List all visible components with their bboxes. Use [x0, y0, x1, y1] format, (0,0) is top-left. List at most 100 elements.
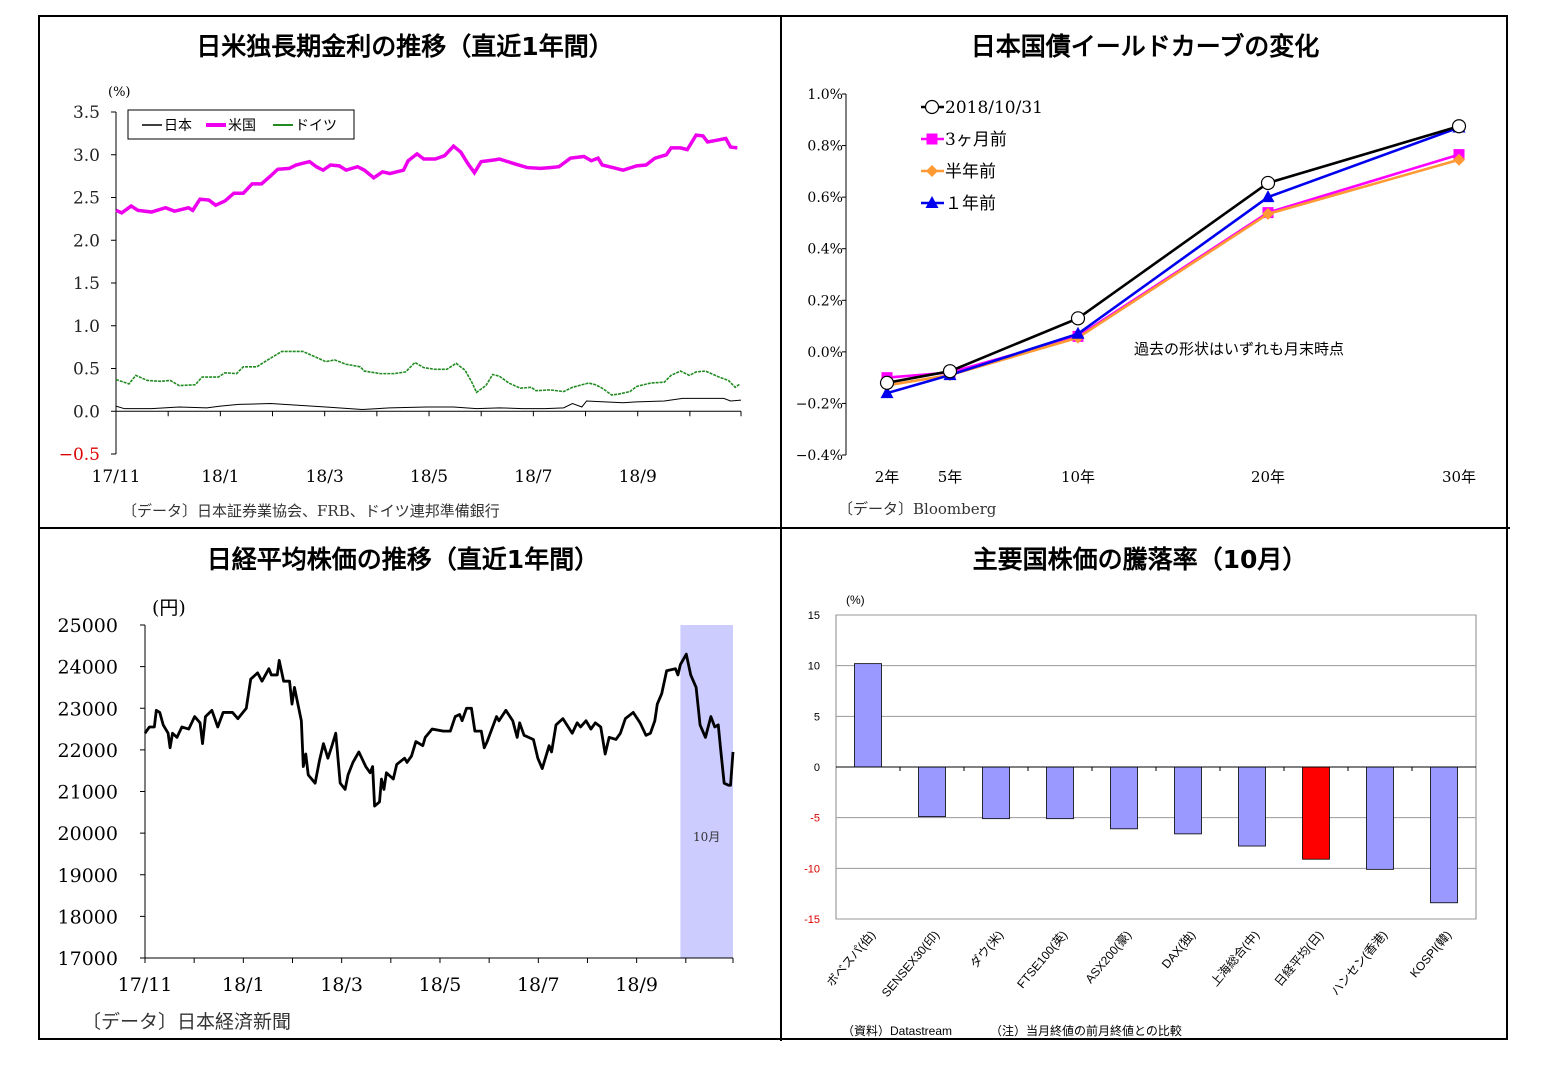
october-label: 10月: [693, 830, 720, 844]
legend-label: 日本: [164, 118, 192, 134]
bar-category-label: KOSPI(韓): [1407, 928, 1454, 980]
yield-point: [879, 375, 895, 390]
legend-label: ドイツ: [295, 118, 337, 134]
rates-chart-title: 日米独長期金利の推移（直近1年間）: [196, 32, 613, 61]
bar-category-label: 日経平均(日): [1272, 928, 1326, 989]
nikkei-x-tick-label: 18/3: [320, 974, 363, 996]
rates-x-tick-label: 18/1: [201, 467, 239, 487]
yield-x-tick-label: 20年: [1251, 468, 1285, 486]
bar-category-label: SENSEX30(印): [879, 928, 942, 1000]
yield-legend-label: １年前: [945, 194, 996, 214]
nikkei-x-tick-label: 17/11: [118, 974, 173, 996]
bar-note: （注）当月終値の前月終値との比較: [990, 1023, 1182, 1038]
yield-point: [1451, 119, 1467, 134]
nikkei-x-tick-label: 18/7: [517, 974, 560, 996]
bar-8: [1366, 766, 1394, 870]
nikkei-y-tick-label: 18000: [58, 906, 118, 928]
yield-point: [1260, 175, 1276, 191]
yield-x-tick-label: 2年: [875, 468, 900, 486]
yield-legend-marker: [925, 196, 939, 208]
divider-horizontal: [38, 527, 1510, 529]
bar-category-label: FTSE100(英): [1014, 928, 1070, 991]
yield-legend-marker: [924, 99, 940, 115]
yield-point: [1071, 326, 1085, 339]
bar-category-label: ASX200(豪): [1082, 927, 1135, 986]
bar-1: [918, 766, 946, 818]
yield-point: [1453, 153, 1465, 166]
rates-series-2: [115, 350, 741, 396]
bar-y-tick-label: -15: [804, 914, 820, 926]
bar-category-label: ハンセン(香港): [1328, 928, 1390, 998]
nikkei-y-tick-label: 23000: [58, 698, 118, 720]
yield-legend-label: 2018/10/31: [945, 98, 1043, 118]
rates-y-unit: (%): [108, 85, 131, 100]
bar-source: （資料）Datastream: [842, 1024, 952, 1038]
rates-y-tick-label: −0.5: [59, 445, 100, 465]
nikkei-series: [143, 652, 735, 808]
rates-x-tick-label: 18/3: [306, 467, 344, 487]
stock-change-title: 主要国株価の騰落率（10月）: [973, 545, 1308, 574]
rates-series-1: [115, 133, 738, 215]
bar-9: [1430, 766, 1458, 904]
yield-annotation: 過去の形状はいずれも月末時点: [1134, 340, 1344, 358]
yield-y-tick-label: 0.4%: [807, 242, 843, 258]
yield-legend-label: 3ヶ月前: [945, 130, 1007, 150]
nikkei-y-tick-label: 22000: [58, 740, 118, 762]
yield-point: [1262, 207, 1274, 220]
yield-x-tick-label: 30年: [1442, 468, 1476, 486]
yield-point: [1261, 190, 1275, 203]
yield-legend-marker: [926, 165, 938, 177]
yield-curve-title: 日本国債イールドカーブの変化: [971, 32, 1320, 61]
rates-y-tick-label: 2.5: [73, 189, 100, 209]
nikkei-chart-title: 日経平均株価の推移（直近1年間）: [207, 545, 599, 574]
yield-y-tick-label: 0.6%: [807, 190, 843, 206]
nikkei-y-tick-label: 17000: [58, 948, 118, 970]
yield-y-tick-label: −0.4%: [796, 448, 843, 464]
yield-point: [880, 386, 894, 399]
bar-category-label: DAX(独): [1159, 928, 1198, 971]
bar-category-label: ダウ(米): [967, 927, 1007, 970]
yield-y-tick-label: −0.2%: [796, 396, 843, 412]
rates-x-tick-label: 18/9: [619, 467, 657, 487]
rates-x-tick-label: 18/7: [514, 467, 552, 487]
rates-y-tick-label: 0.0: [73, 402, 100, 422]
yield-y-tick-label: 0.0%: [807, 345, 843, 361]
rates-y-tick-label: 0.5: [73, 360, 100, 380]
bar-5: [1174, 766, 1202, 835]
rates-y-tick-label: 1.0: [73, 317, 100, 337]
bar-y-tick-label: -5: [810, 813, 820, 825]
bar-6: [1238, 766, 1266, 847]
bar-y-tick-label: 0: [814, 762, 820, 774]
bar-y-tick-label: 15: [808, 610, 820, 622]
bar-category-label: ボベスパ(伯): [823, 927, 878, 989]
nikkei-y-tick-label: 20000: [58, 823, 118, 845]
nikkei-x-tick-label: 18/9: [615, 974, 658, 996]
october-highlight-band: [680, 625, 733, 958]
bar-y-tick-label: 5: [814, 711, 820, 723]
yield-y-tick-label: 0.2%: [807, 293, 843, 309]
rates-source: 〔データ〕日本証券業協会、FRB、ドイツ連邦準備銀行: [122, 502, 500, 520]
yield-y-tick-label: 1.0%: [807, 87, 843, 103]
bar-y-unit: (%): [846, 593, 865, 607]
nikkei-y-tick-label: 21000: [58, 782, 118, 804]
nikkei-source: 〔データ〕日本経済新聞: [82, 1011, 291, 1033]
rates-y-tick-label: 3.5: [73, 103, 100, 123]
rates-series-0: [115, 397, 742, 411]
rates-legend: [127, 109, 355, 140]
bar-3: [1046, 766, 1074, 820]
yield-legend-marker: [926, 133, 938, 145]
yield-x-tick-label: 5年: [938, 468, 963, 486]
nikkei-y-tick-label: 19000: [58, 865, 118, 887]
bar-y-tick-label: -10: [804, 863, 820, 875]
bar-0: [854, 663, 882, 768]
yield-point: [942, 364, 958, 379]
bar-7: [1302, 766, 1330, 860]
rates-x-tick-label: 18/5: [410, 467, 448, 487]
bar-2: [982, 766, 1010, 820]
yield-source: 〔データ〕Bloomberg: [838, 500, 997, 518]
nikkei-y-unit: (円): [152, 597, 186, 619]
rates-y-tick-label: 3.0: [73, 146, 100, 166]
nikkei-x-tick-label: 18/1: [222, 974, 265, 996]
